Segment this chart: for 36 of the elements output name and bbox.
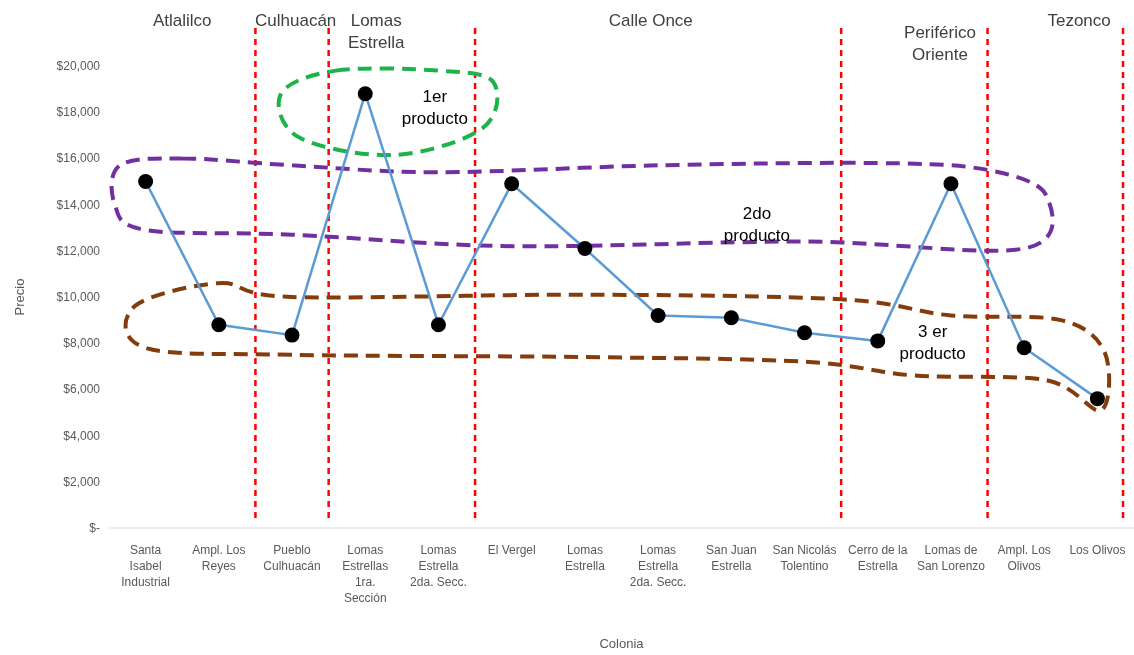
text: Calle Once [608,11,693,30]
y-axis-title: Precio [12,278,27,316]
x-tick-label: Lomas Estrella 2da. Secc. [629,543,687,589]
x-tick-label: Cerro de la Estrella [848,543,908,573]
y-tick-label: $16,000 [56,151,101,166]
y-tick-label: $10,000 [56,290,101,304]
text: Atlalilco [152,11,212,30]
y-tick-label: $20,000 [56,59,101,73]
text: Tezonco [1047,11,1111,30]
x-tick-label: Ampl. Los Reyes [192,543,246,573]
y-tick-label: $12,000 [56,243,101,258]
x-tick-label: San Juan Estrella [705,543,757,573]
text: Periférico Oriente [904,23,976,64]
y-tick-label: $4,000 [63,428,101,443]
x-tick-label: Lomas de San Lorenzo [916,543,986,573]
y-tick-label: $8,000 [63,336,101,351]
y-tick-label: $- [89,521,100,535]
y-tick-label: $2,000 [63,474,101,489]
y-tick-label: $14,000 [56,197,101,212]
x-tick-label: El Vergel [487,543,536,557]
annotation: 2do producto [723,204,791,245]
annotation: 1er producto [401,87,468,128]
x-tick-label: Lomas Estrellas 1ra. Sección [342,543,389,605]
x-tick-label: Pueblo Culhuacán [263,543,321,573]
text: Culhuacán [255,11,337,30]
x-tick-label: Lomas Estrella [564,543,606,573]
x-tick-label: Ampl. Los Olivos [997,543,1051,573]
annotation: 3 er producto [899,322,966,363]
x-tick-label: Santa Isabel Industrial [121,543,170,589]
x-axis-title: Colonia [599,636,645,651]
y-tick-label: $18,000 [56,105,101,120]
x-tick-label: San Nicolás Tolentino [772,543,837,573]
text: Lomas Estrella [347,11,406,52]
y-tick-label: $6,000 [63,382,101,397]
x-tick-label: Lomas Estrella 2da. Secc. [410,543,467,589]
x-tick-label: Los Olivos [1069,543,1126,557]
